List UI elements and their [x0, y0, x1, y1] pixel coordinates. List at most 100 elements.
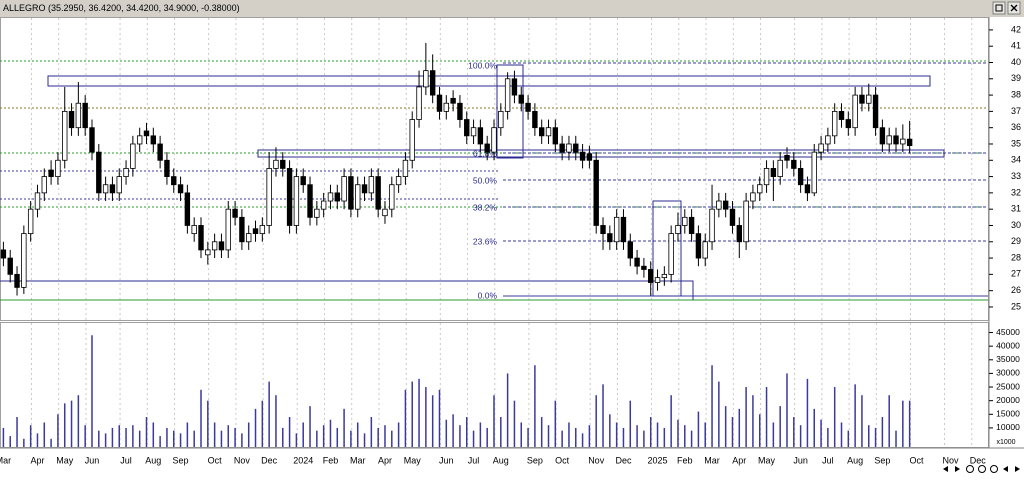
- volume-bar: [493, 395, 495, 447]
- candle-body: [620, 216, 627, 243]
- scroll-right[interactable]: [955, 466, 960, 472]
- y-tick-label: 45000: [996, 327, 1020, 337]
- candle-body: [559, 143, 565, 153]
- candle-body: [634, 257, 640, 267]
- candle-body: [109, 184, 116, 194]
- candle-body: [804, 184, 811, 194]
- y-tick-label: 28: [1011, 252, 1021, 262]
- volume-bar: [132, 425, 134, 447]
- candle-body: [205, 249, 211, 256]
- candle-body: [770, 168, 777, 177]
- candle-body: [797, 168, 804, 186]
- volume-bar: [902, 400, 904, 447]
- candle-body: [402, 159, 409, 177]
- page-left[interactable]: [1003, 466, 1008, 472]
- x-tick-label: May: [56, 455, 74, 465]
- candle-body: [627, 241, 633, 259]
- volume-bar: [595, 395, 597, 447]
- candle-body: [27, 208, 34, 235]
- candle-body: [518, 94, 524, 104]
- volume-bar: [445, 419, 448, 447]
- candle-body: [259, 225, 266, 235]
- x-tick-label: 2025: [648, 455, 668, 465]
- candle-body: [21, 233, 27, 288]
- volume-bar: [384, 425, 386, 447]
- candle-body: [702, 241, 708, 259]
- volume-bar: [268, 381, 270, 447]
- volume-bar: [98, 430, 100, 447]
- volume-bar: [282, 427, 284, 447]
- candle-body: [831, 110, 838, 137]
- marks: [0, 42, 913, 447]
- candle-body: [682, 216, 688, 226]
- chart-title: ALLEGRO (35.2950, 36.4200, 34.4200, 34.9…: [3, 3, 240, 13]
- y-tick-label: 30000: [996, 368, 1020, 378]
- volume-bar: [418, 378, 420, 447]
- candle-body: [654, 277, 661, 283]
- volume-bar: [404, 389, 407, 447]
- candle-body: [566, 143, 572, 153]
- candle-body: [62, 110, 68, 161]
- scroll-controls[interactable]: [943, 465, 1020, 473]
- y-tick-label: 31: [1011, 204, 1021, 214]
- volume-bar: [827, 427, 829, 447]
- x-tick-label: Jul: [822, 455, 834, 465]
- candle-body: [116, 176, 122, 194]
- candle-body: [504, 78, 511, 112]
- volume-bar: [731, 417, 734, 447]
- maximize-button[interactable]: [992, 1, 1006, 15]
- volume-bar: [316, 430, 318, 447]
- drawn-box: [652, 200, 682, 297]
- page-right[interactable]: [1015, 466, 1020, 472]
- candle-body: [736, 225, 742, 243]
- x-tick-label: Sep: [527, 455, 543, 465]
- volume-bar: [881, 417, 884, 447]
- volume-bar: [438, 389, 441, 447]
- volume-bar: [575, 427, 577, 447]
- x-tick-label: Sep: [173, 455, 189, 465]
- x-tick-label: 2024: [293, 455, 313, 465]
- candle-body: [450, 97, 456, 104]
- candle-body: [136, 135, 143, 145]
- volume-bar: [752, 395, 754, 447]
- fib-label: 100.0%: [468, 60, 497, 70]
- candle-body: [355, 184, 361, 210]
- volume-bar: [861, 395, 863, 447]
- candle-body: [198, 225, 204, 251]
- volume-axis-unit: x1000: [996, 439, 1015, 446]
- candle-body: [900, 138, 906, 145]
- volume-bar: [104, 433, 107, 447]
- candle-body: [784, 154, 790, 161]
- scroll-left[interactable]: [943, 466, 948, 472]
- candle-body: [382, 208, 388, 217]
- candle-body: [293, 176, 300, 226]
- zoom-reset[interactable]: [990, 465, 998, 473]
- volume-bar: [779, 406, 781, 447]
- candle-body: [82, 102, 88, 129]
- y-tick-label: 33: [1011, 171, 1021, 181]
- volume-bar: [309, 406, 311, 447]
- candle-body: [675, 225, 681, 235]
- candle-body: [668, 233, 674, 275]
- candle-body: [0, 249, 7, 259]
- fib-label: 23.6%: [473, 236, 498, 246]
- candle-body: [246, 233, 252, 243]
- candle-body: [7, 257, 13, 275]
- volume-bar: [704, 422, 706, 447]
- x-tick-label: Mar: [350, 455, 366, 465]
- window-buttons[interactable]: [992, 1, 1021, 15]
- y-tick-label: 32: [1011, 187, 1021, 197]
- x-tick-label: Apr: [378, 455, 392, 465]
- volume-bar: [799, 425, 802, 447]
- candle-body: [716, 200, 722, 210]
- y-tick-label: 34: [1011, 155, 1021, 165]
- zoom-out[interactable]: [966, 465, 974, 473]
- candle-body: [375, 176, 381, 210]
- candle-body: [477, 127, 484, 145]
- candle-body: [613, 216, 620, 243]
- zoom-in[interactable]: [978, 465, 986, 473]
- candle-body: [314, 208, 320, 218]
- volume-bar: [479, 422, 482, 447]
- candle-body: [286, 168, 293, 226]
- candle-body: [409, 119, 415, 161]
